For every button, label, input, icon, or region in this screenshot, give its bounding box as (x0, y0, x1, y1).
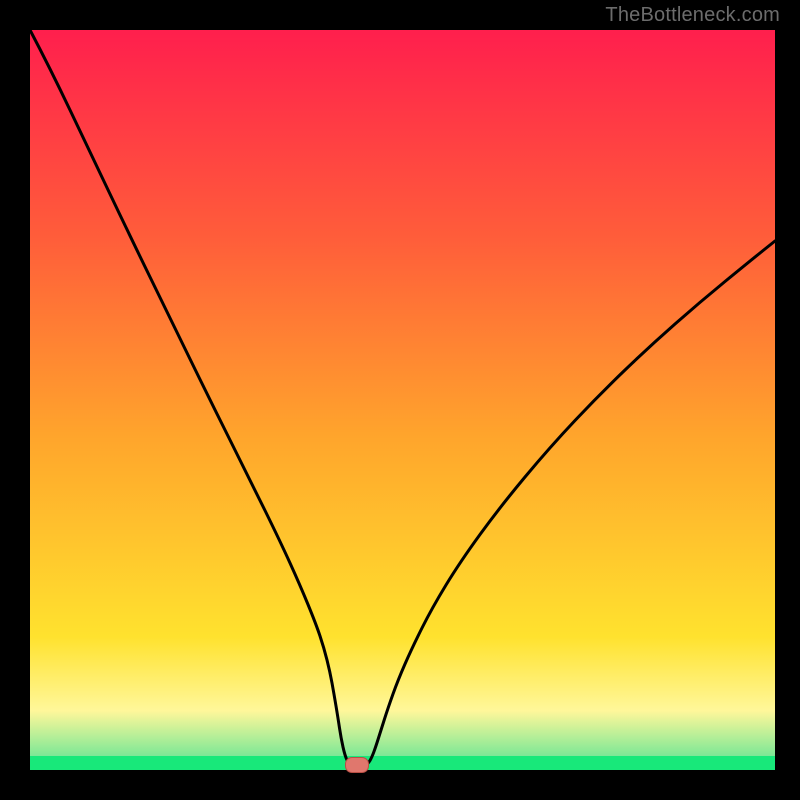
bottleneck-marker (345, 757, 369, 773)
watermark-text: TheBottleneck.com (605, 4, 780, 27)
chart-container: TheBottleneck.com (0, 0, 800, 800)
bottleneck-curve (30, 30, 775, 766)
curve-layer (0, 0, 800, 800)
